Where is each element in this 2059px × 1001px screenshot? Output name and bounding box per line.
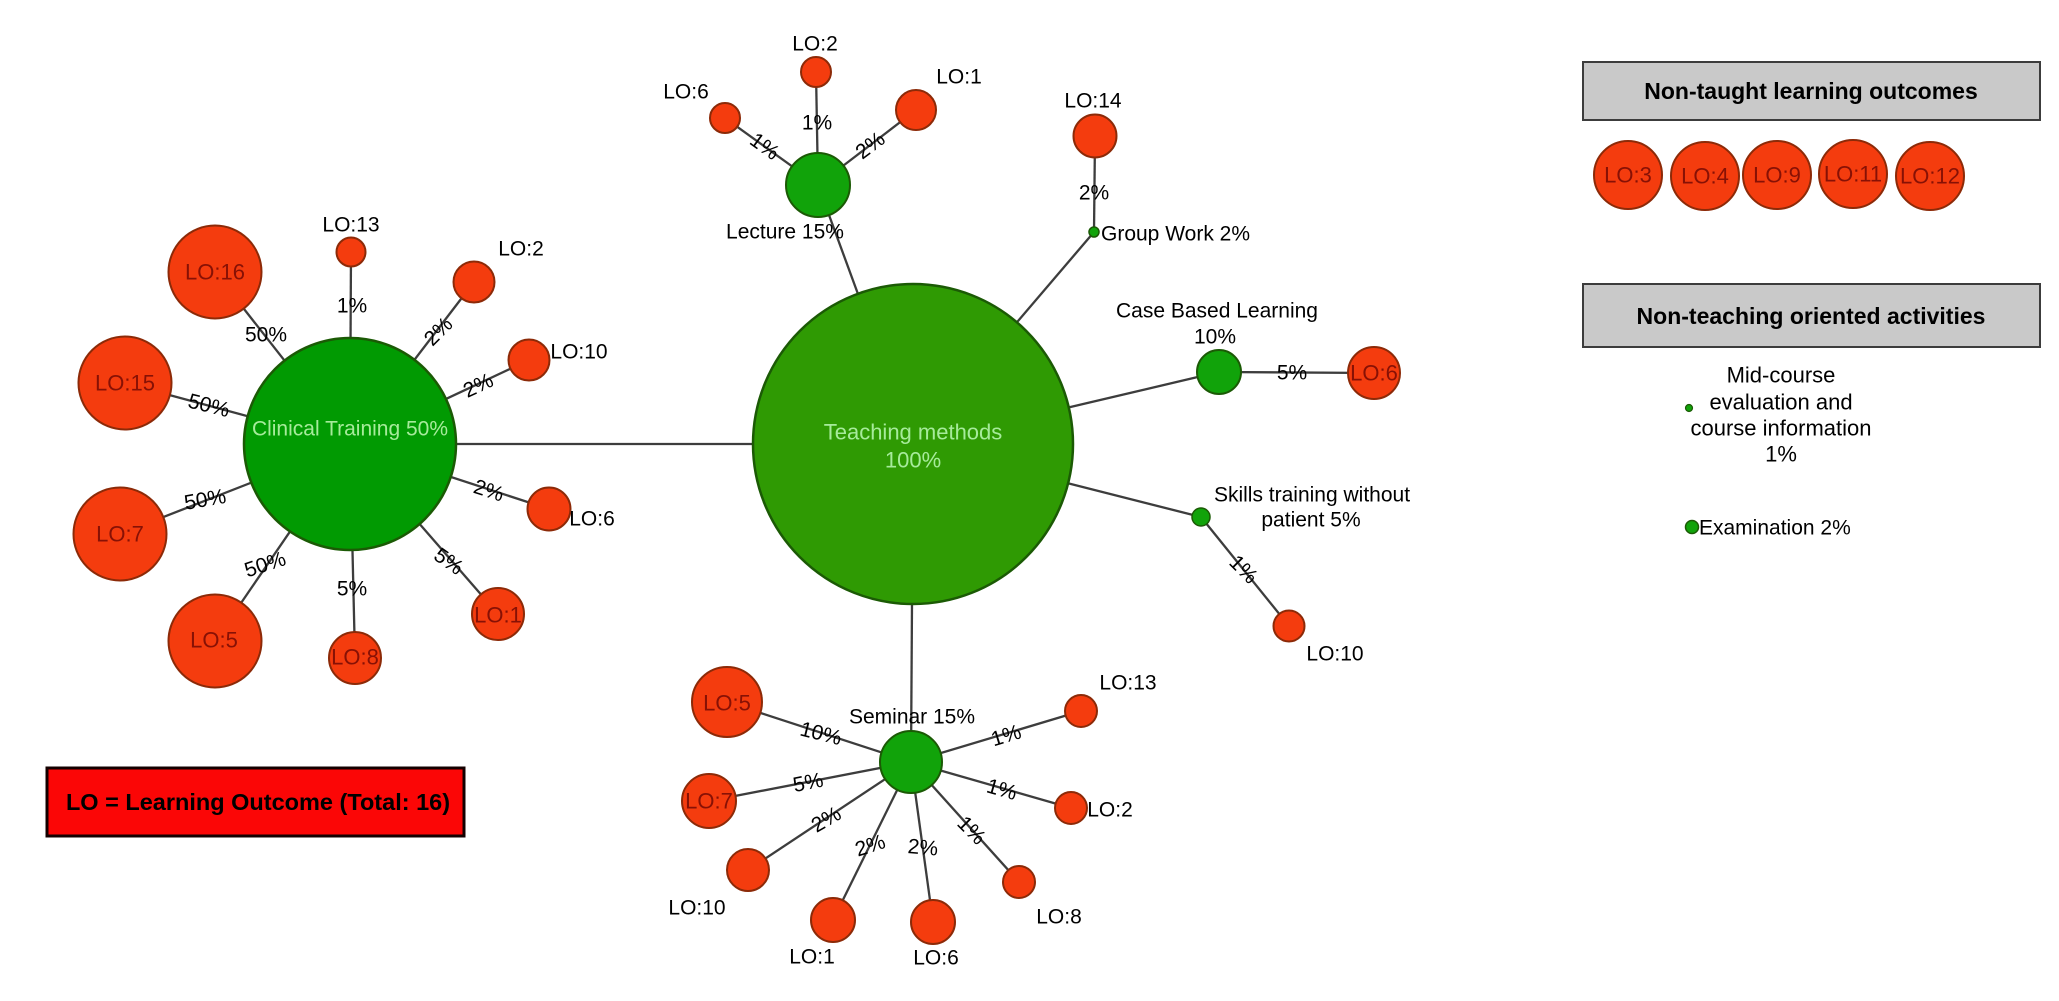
svg-text:LO:7: LO:7 (96, 522, 144, 547)
svg-text:LO:12: LO:12 (1900, 164, 1960, 189)
svg-text:LO:6: LO:6 (1350, 361, 1398, 386)
svg-text:course information: course information (1691, 416, 1872, 441)
svg-text:LO:9: LO:9 (1753, 163, 1801, 188)
svg-text:Mid-course: Mid-course (1727, 363, 1836, 388)
svg-text:Group Work 2%: Group Work 2% (1101, 222, 1250, 245)
svg-text:LO = Learning Outcome (Total:: LO = Learning Outcome (Total: 16) (66, 789, 450, 815)
svg-text:LO:1: LO:1 (474, 603, 522, 628)
svg-text:LO:2: LO:2 (498, 237, 544, 260)
svg-text:100%: 100% (885, 448, 941, 473)
svg-text:Teaching methods: Teaching methods (824, 420, 1003, 445)
svg-text:evaluation and: evaluation and (1709, 390, 1852, 415)
svg-text:LO:1: LO:1 (789, 945, 835, 968)
svg-text:1%: 1% (802, 111, 832, 134)
svg-text:5%: 5% (337, 577, 367, 600)
svg-text:Non-taught learning outcomes: Non-taught learning outcomes (1644, 78, 1978, 104)
svg-text:LO:8: LO:8 (1036, 905, 1082, 928)
svg-text:LO:4: LO:4 (1681, 164, 1729, 189)
svg-text:Non-teaching oriented activiti: Non-teaching oriented activities (1637, 303, 1986, 329)
svg-text:LO:5: LO:5 (190, 628, 238, 653)
svg-text:LO:8: LO:8 (331, 645, 379, 670)
svg-text:LO:10: LO:10 (668, 896, 725, 919)
svg-text:Examination 2%: Examination 2% (1699, 516, 1851, 539)
svg-text:LO:1: LO:1 (936, 65, 982, 88)
svg-text:LO:10: LO:10 (550, 340, 607, 363)
svg-text:LO:2: LO:2 (1087, 798, 1133, 821)
svg-text:LO:3: LO:3 (1604, 163, 1652, 188)
svg-text:LO:6: LO:6 (663, 80, 709, 103)
svg-text:Case Based Learning: Case Based Learning (1116, 299, 1318, 322)
svg-text:LO:11: LO:11 (1824, 162, 1882, 187)
svg-text:Skills training without: Skills training without (1214, 483, 1410, 506)
svg-text:patient 5%: patient 5% (1261, 508, 1360, 531)
svg-text:2%: 2% (907, 835, 939, 861)
svg-text:LO:14: LO:14 (1064, 89, 1122, 112)
svg-text:LO:15: LO:15 (95, 371, 155, 396)
svg-text:LO:13: LO:13 (1099, 671, 1156, 694)
svg-text:Lecture 15%: Lecture 15% (726, 220, 844, 243)
svg-text:LO:7: LO:7 (685, 789, 733, 814)
svg-text:5%: 5% (791, 769, 825, 797)
svg-text:LO:2: LO:2 (792, 32, 838, 55)
svg-text:LO:5: LO:5 (703, 691, 751, 716)
svg-text:LO:16: LO:16 (185, 260, 245, 285)
svg-text:10%: 10% (1194, 325, 1236, 348)
svg-text:2%: 2% (1079, 181, 1109, 204)
svg-text:LO:10: LO:10 (1306, 642, 1363, 665)
svg-text:50%: 50% (245, 323, 287, 346)
svg-text:LO:6: LO:6 (569, 507, 615, 530)
svg-text:1%: 1% (1765, 442, 1797, 467)
svg-text:LO:13: LO:13 (322, 213, 379, 236)
svg-text:5%: 5% (1277, 361, 1307, 384)
svg-text:LO:6: LO:6 (913, 946, 959, 969)
svg-text:Clinical Training 50%: Clinical Training 50% (252, 417, 448, 440)
svg-text:Seminar 15%: Seminar 15% (849, 705, 975, 728)
svg-text:1%: 1% (337, 294, 367, 317)
